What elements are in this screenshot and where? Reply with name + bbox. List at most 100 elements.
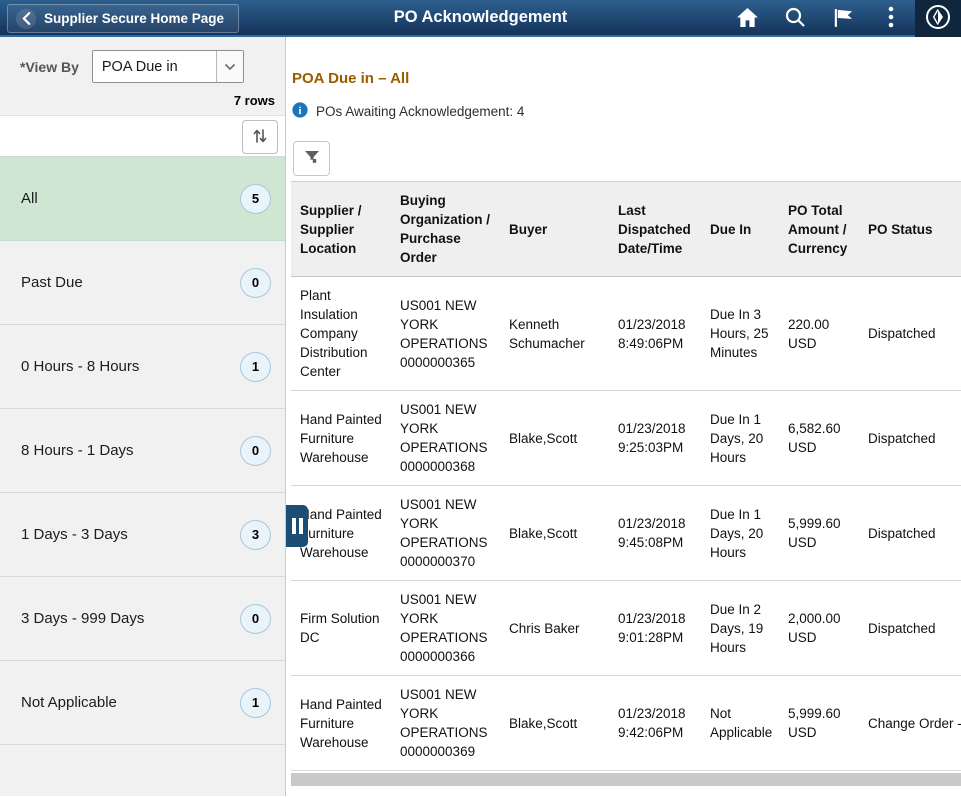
facet-label: Not Applicable: [21, 694, 117, 711]
page-content: *View By POA Due in 7 rows A: [0, 37, 961, 796]
dispatched-date: 01/23/2018: [618, 516, 686, 531]
cell-buyer: Blake,Scott: [509, 675, 618, 771]
cell-buying-org: US001 NEW YORK OPERATIONS 0000000366: [400, 580, 509, 676]
table-row[interactable]: Hand Painted Furniture Warehouse US001 N…: [291, 390, 961, 486]
list-toolbar: [0, 115, 285, 157]
back-button[interactable]: Supplier Secure Home Page: [7, 4, 240, 33]
cell-dispatched: 01/23/2018 9:45:08PM: [618, 485, 710, 581]
table-row[interactable]: Hand Painted Furniture Warehouse US001 N…: [291, 485, 961, 581]
header-action-icons: [723, 0, 961, 37]
cell-buying-org: US001 NEW YORK OPERATIONS 0000000369: [400, 675, 509, 771]
cell-amount: 5,999.60 USD: [788, 675, 868, 771]
amount-value: 220.00: [788, 316, 830, 332]
amount-value: 2,000.00: [788, 611, 841, 626]
home-button[interactable]: [723, 0, 771, 37]
facet-label: 0 Hours - 8 Hours: [21, 358, 140, 375]
table-row[interactable]: Firm Solution DC US001 NEW YORK OPERATIO…: [291, 580, 961, 676]
sort-button[interactable]: [242, 120, 278, 154]
cell-supplier: Hand Painted Furniture Warehouse: [291, 675, 400, 771]
actions-menu-button[interactable]: [867, 0, 915, 37]
page-title: PO Acknowledgement: [393, 8, 568, 26]
cell-buyer: Blake,Scott: [509, 390, 618, 486]
view-by-selected-value: POA Due in: [101, 58, 178, 75]
col-last-dispatched: Last Dispatched Date/Time: [618, 182, 710, 277]
cell-amount: 2,000.00 USD: [788, 580, 868, 676]
col-buying-org: Buying Organization / Purchase Order: [400, 182, 509, 277]
count-badge: 0: [240, 267, 271, 298]
count-badge: 5: [240, 183, 271, 214]
facet-label: 8 Hours - 1 Days: [21, 442, 134, 459]
row-count: 7 rows: [233, 93, 275, 108]
dispatched-date: 01/23/2018: [618, 316, 686, 332]
facet-list: All 5 Past Due 0 0 Hours - 8 Hours 1 8 H…: [0, 157, 285, 745]
grid-toolbar: [291, 138, 961, 182]
sidebar-item-1-days-3-days[interactable]: 1 Days - 3 Days 3: [0, 493, 285, 577]
dispatched-date: 01/23/2018: [618, 706, 686, 721]
flag-icon: [832, 7, 855, 31]
count-badge: 0: [240, 603, 271, 634]
dispatched-date: 01/23/2018: [618, 421, 686, 436]
table-row[interactable]: Plant Insulation Company Distribution Ce…: [291, 276, 961, 391]
buying-org-text: US001 NEW YORK OPERATIONS: [400, 402, 488, 455]
dispatched-date: 01/23/2018: [618, 611, 686, 626]
results-grid: Supplier / Supplier Location Buying Orga…: [291, 182, 961, 771]
cell-amount: 5,999.60 USD: [788, 485, 868, 581]
currency-code: USD: [788, 725, 817, 740]
table-row[interactable]: Hand Painted Furniture Warehouse US001 N…: [291, 675, 961, 771]
cell-buying-org: US001 NEW YORK OPERATIONS 0000000365: [400, 276, 509, 391]
sort-arrows-icon: [250, 126, 270, 149]
info-message-text: POs Awaiting Acknowledgement: 4: [316, 104, 525, 119]
count-badge: 1: [240, 351, 271, 382]
cell-amount: 220.00 USD: [788, 276, 868, 391]
cell-supplier: Plant Insulation Company Distribution Ce…: [291, 276, 400, 391]
sidebar-item-past-due[interactable]: Past Due 0: [0, 241, 285, 325]
dispatched-time: 9:01:28PM: [618, 630, 684, 645]
svg-text:i: i: [298, 105, 301, 117]
filter-button[interactable]: [293, 141, 330, 176]
count-badge: 3: [240, 519, 271, 550]
global-header: Supplier Secure Home Page PO Acknowledge…: [0, 0, 961, 37]
view-by-select[interactable]: POA Due in: [91, 50, 244, 83]
cell-buying-org: US001 NEW YORK OPERATIONS 0000000368: [400, 390, 509, 486]
cell-supplier: Hand Painted Furniture Warehouse: [291, 485, 400, 581]
scrollbar-thumb[interactable]: [291, 773, 961, 786]
cell-supplier: Firm Solution DC: [291, 580, 400, 676]
navbar-compass-button[interactable]: [915, 0, 961, 37]
pause-bar-icon: [298, 518, 303, 534]
panel-collapse-handle[interactable]: [286, 505, 308, 547]
cell-dispatched: 01/23/2018 9:01:28PM: [618, 580, 710, 676]
purchase-order-number: 0000000370: [400, 554, 476, 569]
amount-value: 6,582.60: [788, 421, 841, 436]
currency-code: USD: [788, 535, 817, 550]
cell-due-in: Due In 1 Days, 20 Hours: [710, 390, 788, 486]
notifications-flag-button[interactable]: [819, 0, 867, 37]
sidebar-item-all[interactable]: All 5: [0, 157, 285, 241]
horizontal-scrollbar[interactable]: [291, 773, 961, 786]
buying-org-text: US001 NEW YORK OPERATIONS: [400, 592, 488, 645]
purchase-order-number: 0000000368: [400, 459, 476, 474]
search-button[interactable]: [771, 0, 819, 37]
view-by-row: *View By POA Due in: [0, 37, 285, 83]
sidebar-item-3-days-999-days[interactable]: 3 Days - 999 Days 0: [0, 577, 285, 661]
sidebar-item-not-applicable[interactable]: Not Applicable 1: [0, 661, 285, 745]
dispatched-time: 8:49:06PM: [618, 335, 684, 351]
chevron-down-icon: [215, 51, 243, 82]
home-icon: [736, 7, 759, 31]
purchase-order-number: 0000000366: [400, 649, 476, 664]
purchase-order-number: 0000000365: [400, 354, 476, 370]
sidebar-item-8-hours-1-days[interactable]: 8 Hours - 1 Days 0: [0, 409, 285, 493]
cell-buying-org: US001 NEW YORK OPERATIONS 0000000370: [400, 485, 509, 581]
cell-due-in: Due In 2 Days, 19 Hours: [710, 580, 788, 676]
cell-dispatched: 01/23/2018 9:25:03PM: [618, 390, 710, 486]
col-buyer: Buyer: [509, 182, 618, 277]
info-message: i POs Awaiting Acknowledgement: 4: [291, 102, 961, 121]
amount-value: 5,999.60: [788, 516, 841, 531]
cell-amount: 6,582.60 USD: [788, 390, 868, 486]
cell-status: Dispatched: [868, 580, 961, 676]
col-supplier: Supplier / Supplier Location: [291, 182, 400, 277]
cell-dispatched: 01/23/2018 8:49:06PM: [618, 276, 710, 391]
count-badge: 0: [240, 435, 271, 466]
cell-status: Change Order -: [868, 675, 961, 771]
sidebar-item-0-8-hours[interactable]: 0 Hours - 8 Hours 1: [0, 325, 285, 409]
